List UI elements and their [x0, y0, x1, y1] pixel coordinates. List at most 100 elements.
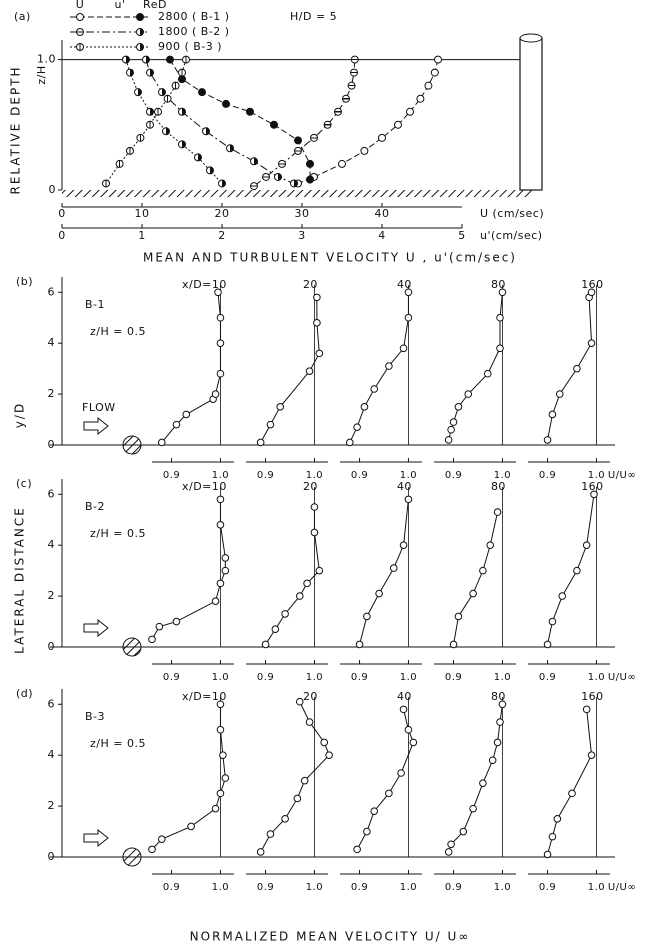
data-point: [498, 288, 507, 297]
data-point: [126, 146, 134, 155]
data-point: [363, 827, 371, 836]
panel-label: (c): [16, 477, 32, 490]
data-point: [582, 541, 591, 549]
data-point: [216, 369, 225, 378]
x-tick-label: 1.0: [306, 882, 323, 893]
cylinder: [122, 435, 142, 455]
data-point: [323, 120, 332, 129]
x-tick-label: 1.0: [588, 672, 605, 683]
x-tick-label: 0.9: [539, 672, 556, 683]
x-tick-label: 0.9: [163, 672, 180, 683]
data-point: [278, 159, 286, 168]
x-tick-label: 0.9: [257, 470, 274, 481]
data-point: [424, 81, 433, 90]
profile-line: [151, 499, 226, 640]
panel-label: (d): [16, 687, 33, 700]
x-tick-label: 0.9: [445, 672, 462, 683]
data-point: [370, 807, 379, 815]
cylinder: [122, 637, 142, 657]
x-tick-label: 30: [295, 207, 310, 220]
data-point: [202, 127, 210, 136]
x2-tick-label: 2: [218, 229, 226, 242]
data-point: [399, 344, 408, 353]
data-point: [325, 751, 333, 759]
data-point: [206, 166, 214, 175]
x-tick-label: 0.9: [351, 882, 368, 893]
data-point: [430, 68, 439, 77]
data-point: [444, 436, 453, 444]
data-point: [313, 293, 321, 302]
data-point: [216, 725, 225, 734]
data-point: [334, 107, 342, 116]
flow-arrow: [83, 828, 109, 848]
condition-label: z/H = 0.5: [90, 325, 146, 338]
data-point: [320, 738, 329, 747]
data-point: [404, 288, 413, 297]
x2-axis-label: u'(cm/sec): [480, 229, 543, 242]
y-tick-label: 0: [49, 183, 57, 196]
data-point: [360, 146, 369, 155]
data-point: [590, 490, 598, 499]
profile-line: [547, 709, 593, 855]
data-point: [126, 68, 134, 77]
data-point: [136, 133, 145, 142]
data-point: [295, 592, 304, 600]
x-tick-label: 1.0: [212, 882, 229, 893]
data-point: [498, 700, 507, 709]
data-point: [305, 718, 314, 726]
data-point: [582, 705, 591, 714]
data-point: [262, 172, 270, 181]
data-point: [587, 288, 596, 297]
legend-label: 2800 ( B-1 ): [158, 10, 230, 23]
data-point: [172, 420, 181, 429]
data-point: [115, 159, 124, 168]
data-point: [216, 789, 225, 798]
data-point: [261, 640, 270, 649]
data-point: [399, 705, 408, 714]
data-point: [404, 495, 413, 504]
data-point: [172, 617, 181, 626]
x-tick-label: 1.0: [212, 672, 229, 683]
data-point: [216, 313, 225, 322]
data-point: [447, 840, 455, 849]
data-point: [375, 589, 383, 598]
data-point: [459, 827, 468, 836]
profile-title: 80: [491, 278, 506, 291]
legend-header: u': [115, 0, 126, 11]
legend-marker: [136, 43, 144, 51]
data-point: [211, 804, 220, 813]
profile-title: 20: [303, 690, 318, 703]
data-point: [449, 418, 458, 426]
y-tick-label: 1.0: [37, 53, 56, 66]
x-tick-label: 0.9: [163, 470, 180, 481]
data-point: [454, 612, 463, 621]
data-point: [469, 589, 477, 598]
data-point: [274, 172, 282, 181]
data-point: [496, 313, 504, 322]
data-point: [250, 157, 258, 166]
profile-title: 20: [303, 278, 318, 291]
data-point: [266, 830, 275, 838]
x-tick-label: 0.9: [445, 470, 462, 481]
y-tick-label: 4: [48, 336, 56, 349]
data-point: [219, 751, 227, 759]
data-point: [266, 420, 275, 429]
data-point: [178, 75, 186, 84]
legend-marker: [76, 13, 84, 21]
data-point: [178, 107, 186, 116]
x-tick-label: 0.9: [257, 882, 274, 893]
annotation: H/D = 5: [290, 10, 337, 23]
case-label: B-2: [85, 500, 105, 513]
data-point: [221, 774, 230, 782]
data-point: [444, 848, 453, 856]
x-tick-label: 1.0: [306, 470, 323, 481]
data-point: [353, 423, 361, 431]
data-point: [146, 107, 154, 116]
data-point: [315, 566, 324, 575]
profile-title: 160: [581, 690, 604, 703]
profile-title: x/D=10: [182, 278, 227, 291]
cylinder-top: [519, 33, 543, 43]
data-point: [250, 182, 258, 191]
data-point: [146, 120, 154, 129]
y-tick-label: 4: [48, 538, 56, 551]
